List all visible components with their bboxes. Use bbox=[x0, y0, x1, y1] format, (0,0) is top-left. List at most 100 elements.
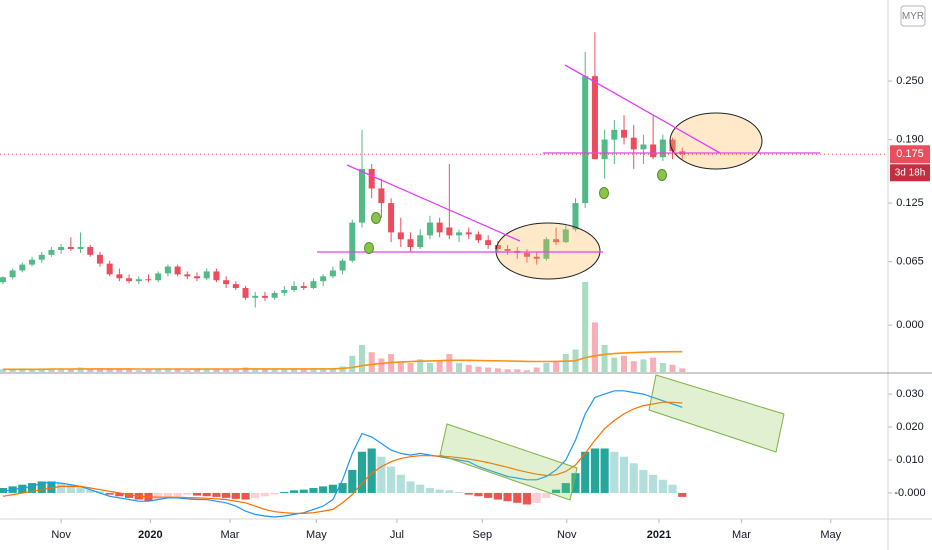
macd-histogram-bar bbox=[86, 489, 95, 493]
candle-body bbox=[232, 284, 239, 289]
macd-histogram-bar bbox=[18, 484, 27, 493]
drawings bbox=[317, 64, 820, 501]
volume-bar bbox=[310, 368, 317, 372]
candle-body bbox=[194, 276, 201, 279]
candle-body bbox=[601, 139, 608, 160]
macd-histogram-bar bbox=[183, 492, 192, 495]
volume-bar bbox=[562, 354, 569, 372]
candle-body bbox=[300, 286, 307, 289]
candle-body bbox=[523, 252, 530, 257]
macd-histogram-bar bbox=[493, 492, 502, 500]
volume-bar bbox=[145, 369, 152, 372]
volume-bar bbox=[0, 369, 6, 372]
candle-body bbox=[58, 247, 65, 250]
y-tick-label: 0.065 bbox=[896, 256, 924, 268]
candle-body bbox=[650, 144, 657, 158]
volume-bar bbox=[261, 369, 268, 372]
volume-bar bbox=[291, 369, 298, 372]
marker-dot bbox=[657, 169, 667, 181]
volume-bar bbox=[358, 345, 366, 372]
marker-dot bbox=[364, 242, 374, 254]
volume-bar bbox=[281, 369, 288, 372]
macd-line bbox=[2, 390, 683, 518]
candle-body bbox=[504, 248, 511, 251]
last-price-layer: 0.175 3d 18h bbox=[0, 145, 930, 182]
macd-histogram-bar bbox=[231, 492, 240, 499]
x-tick-label: May bbox=[306, 529, 327, 541]
macd-histogram-bar bbox=[299, 489, 308, 493]
macd-histogram-bar bbox=[552, 489, 561, 493]
candle-body bbox=[349, 222, 356, 261]
volume-bar bbox=[456, 363, 463, 372]
macd-histogram-bar bbox=[202, 492, 211, 497]
last-price-label: 0.175 bbox=[896, 148, 924, 160]
candle-body bbox=[572, 203, 579, 230]
candle-body bbox=[621, 129, 628, 138]
currency: MYR bbox=[902, 11, 924, 22]
candle-body bbox=[543, 239, 550, 259]
volume-bar bbox=[29, 369, 36, 372]
countdown-label: 3d 18h bbox=[895, 167, 926, 178]
channel-box bbox=[439, 423, 578, 501]
candle-body bbox=[106, 263, 113, 275]
macd-histogram-bar bbox=[513, 492, 522, 503]
volume-bar bbox=[126, 369, 133, 372]
macd-histogram-bar bbox=[115, 492, 124, 497]
macd-y-tick-label: 0.030 bbox=[896, 388, 924, 400]
volume-ma-line bbox=[2, 350, 683, 371]
macd-histogram-bar bbox=[192, 492, 202, 496]
macd-histogram-bar bbox=[289, 490, 299, 493]
macd-histogram-bar bbox=[37, 481, 46, 493]
volume-bar bbox=[77, 367, 84, 372]
macd-histogram-bar bbox=[503, 492, 512, 502]
macd-histogram-bar bbox=[542, 492, 551, 498]
volume-bar bbox=[640, 359, 647, 372]
volume-bar bbox=[543, 363, 550, 372]
volume-bar bbox=[368, 352, 375, 372]
volume-bar bbox=[407, 363, 414, 372]
macd-histogram-bar bbox=[464, 492, 473, 495]
currency-box bbox=[900, 5, 926, 27]
volume-bar bbox=[329, 368, 336, 372]
candle-body bbox=[659, 139, 666, 158]
grid-layer: 0.250 0.190 0.125 0.065 0.000 0.030 0.020 0.010… bbox=[51, 75, 925, 541]
candle-body bbox=[630, 137, 637, 150]
candle-body bbox=[407, 239, 414, 248]
volume-bar bbox=[475, 366, 482, 372]
volume-bar bbox=[426, 363, 433, 372]
volume-bar bbox=[19, 368, 26, 372]
macd-histogram-bar bbox=[309, 488, 318, 493]
x-tick-label: May bbox=[820, 529, 841, 541]
macd-histogram-bar bbox=[619, 456, 629, 493]
macd-histogram-bar bbox=[658, 479, 667, 493]
volume-bar bbox=[601, 345, 608, 372]
macd-histogram-bar bbox=[260, 492, 270, 497]
volume-bar bbox=[514, 369, 521, 372]
volume-bar bbox=[87, 369, 94, 372]
macd-histogram-bar bbox=[57, 483, 66, 493]
volume-bar bbox=[659, 363, 666, 372]
macd-histogram-bar bbox=[387, 466, 396, 493]
macd-histogram-bar bbox=[270, 492, 279, 495]
macd-histogram-bar bbox=[377, 456, 386, 493]
volume-bar bbox=[184, 370, 191, 372]
macd-histogram-bar bbox=[0, 488, 7, 493]
volume-bar bbox=[621, 355, 628, 372]
candle-body bbox=[397, 232, 404, 240]
macd-histogram-bar bbox=[649, 474, 658, 493]
macd-histogram-bar bbox=[522, 492, 532, 505]
candle-body bbox=[203, 271, 210, 279]
volume-bar bbox=[300, 369, 307, 372]
candle-body bbox=[252, 295, 259, 298]
channel-box bbox=[648, 374, 785, 453]
candle-body bbox=[135, 279, 142, 282]
macd-histogram-bar bbox=[590, 448, 599, 493]
ellipse bbox=[495, 222, 601, 280]
macd-histogram-bar bbox=[416, 484, 425, 493]
macd-histogram-bar bbox=[445, 490, 454, 493]
volume-bar bbox=[611, 357, 618, 372]
candle-body bbox=[339, 260, 346, 271]
candle-body bbox=[174, 266, 181, 275]
